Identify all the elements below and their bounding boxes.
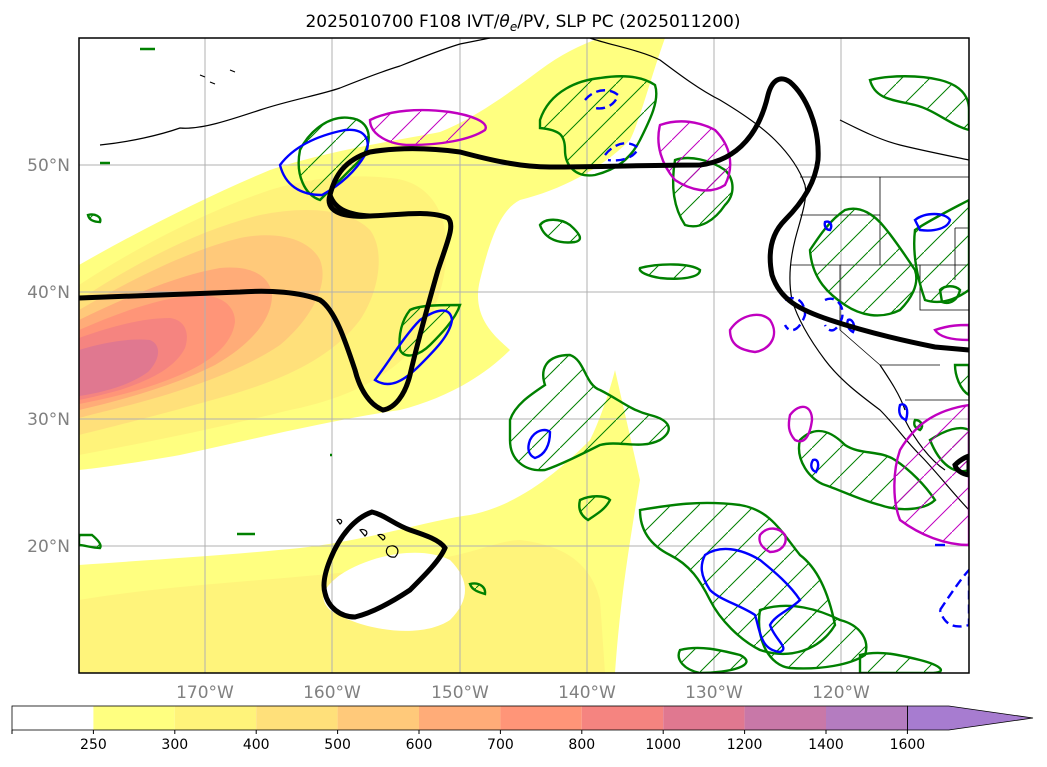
- colorbar: 250 300 400 500 600 700 800 1000 1200 1400 1600: [11, 705, 1034, 753]
- colorbar-tick-label: 250: [80, 737, 107, 753]
- colorbar-segment: [500, 706, 582, 730]
- lat-label: 30°N: [27, 410, 70, 430]
- colorbar-segment: [93, 706, 175, 730]
- lat-label: 50°N: [27, 156, 70, 176]
- colorbar-tick-label: 500: [324, 737, 351, 753]
- colorbar-tick-label: 700: [487, 737, 514, 753]
- map-frame: [78, 37, 970, 674]
- lon-label: 170°W: [176, 683, 234, 703]
- colorbar-tick-label: 300: [161, 737, 188, 753]
- pv-blue-contours: [278, 89, 969, 654]
- lat-label: 20°N: [27, 537, 70, 557]
- ivt-shade-plume-1000: [79, 339, 159, 396]
- slp-contours: [79, 76, 969, 620]
- colorbar-tick-label: 1200: [727, 737, 763, 753]
- colorbar-segment: [826, 706, 908, 730]
- lon-label: 150°W: [431, 683, 489, 703]
- colorbar-frame: [11, 705, 908, 731]
- lon-label: 120°W: [812, 683, 870, 703]
- colorbar-segment: [12, 706, 94, 730]
- pv-magenta-contours: [368, 108, 969, 554]
- colorbar-segment: [419, 706, 501, 730]
- colorbar-tick-label: 1600: [890, 737, 926, 753]
- colorbar-extend-arrow: [907, 705, 1034, 731]
- colorbar-segment: [256, 706, 338, 730]
- colorbar-tick-label: 1400: [808, 737, 844, 753]
- lon-labels: 170°W 160°W 150°W 140°W 130°W 120°W: [176, 683, 870, 703]
- colorbar-tick-label: 400: [243, 737, 270, 753]
- colorbar-segment: [663, 706, 745, 730]
- colorbar-tick-label: 1000: [645, 737, 681, 753]
- lon-label: 160°W: [303, 683, 361, 703]
- lon-label: 130°W: [685, 683, 743, 703]
- lon-label: 140°W: [558, 683, 616, 703]
- colorbar-segment: [744, 706, 826, 730]
- colorbar-tick-label: 800: [568, 737, 595, 753]
- lat-labels: 50°N 40°N 30°N 20°N: [27, 156, 70, 557]
- colorbar-segment: [174, 706, 257, 730]
- colorbar-segment: [337, 706, 419, 730]
- coastlines: [99, 38, 969, 558]
- colorbar-tick-label: 600: [406, 737, 433, 753]
- chart-title: 2025010700 F108 IVT/θe/PV, SLP PC (20250…: [305, 12, 740, 34]
- map-panel: [79, 38, 969, 673]
- colorbar-segment: [581, 706, 664, 730]
- lat-label: 40°N: [27, 283, 70, 303]
